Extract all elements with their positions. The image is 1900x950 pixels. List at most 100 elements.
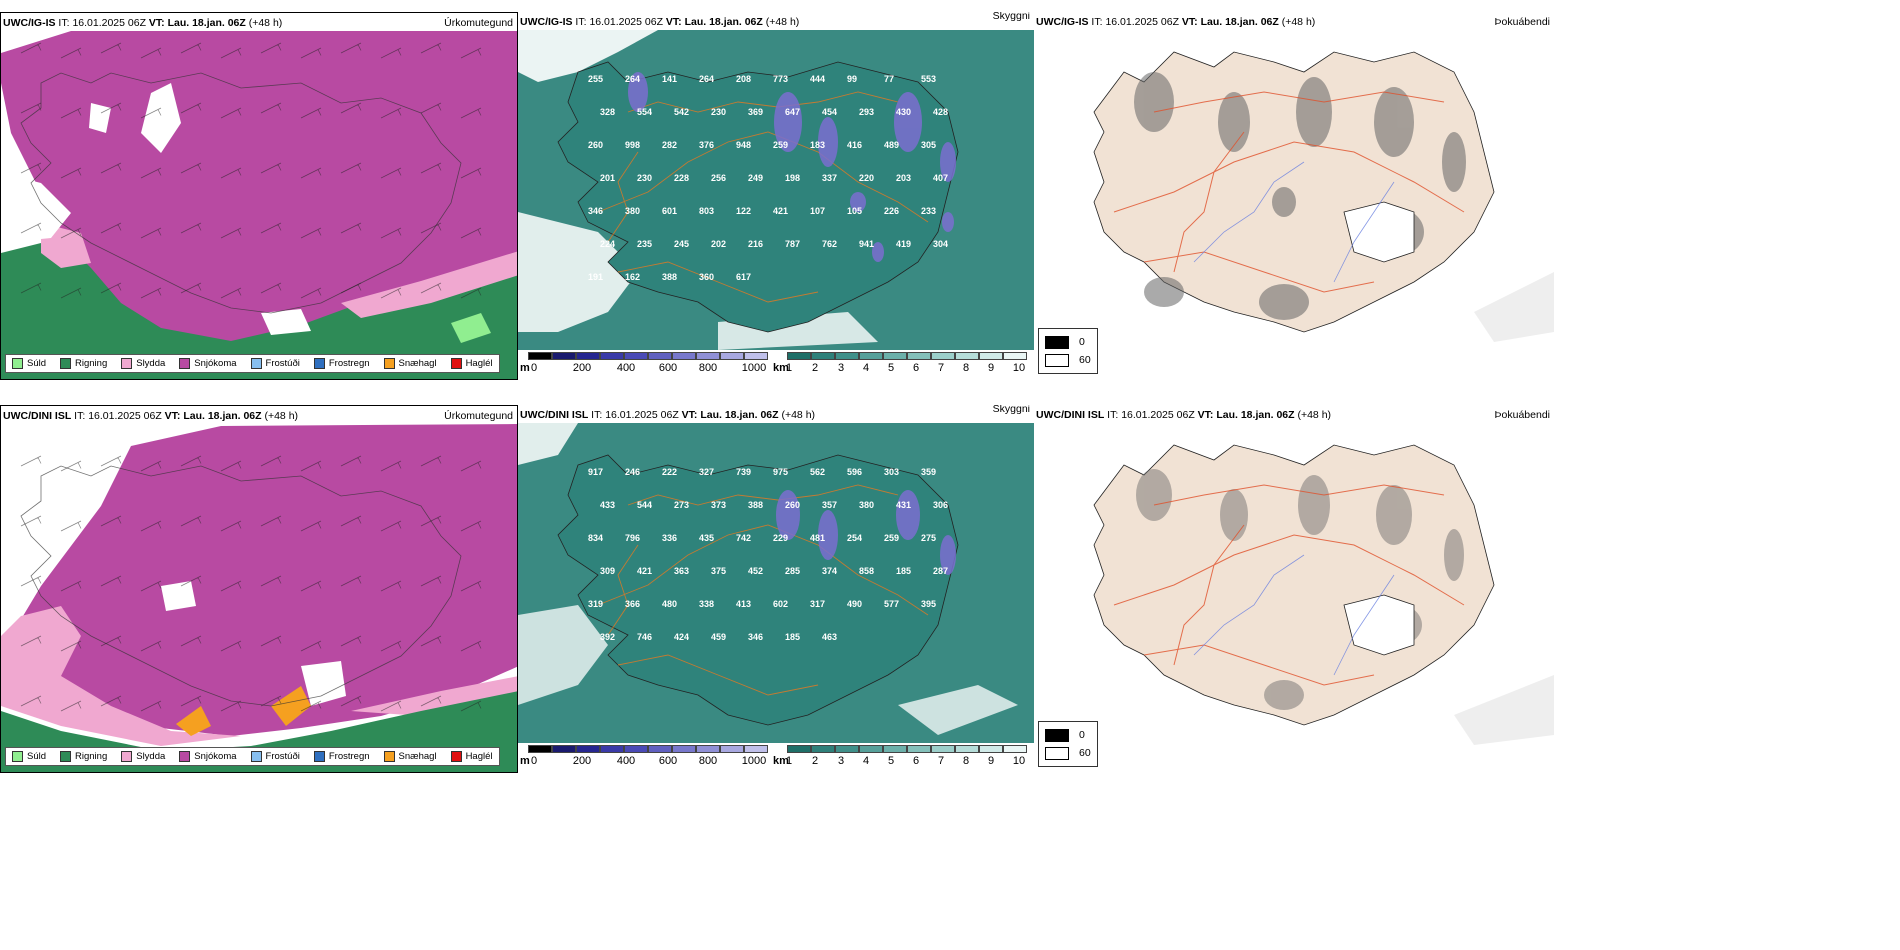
panel-header: UWC/DINI ISL IT: 16.01.2025 06Z VT: Lau.…: [3, 410, 299, 422]
elevation-label: 363: [674, 566, 689, 576]
visibility-colorbar: km 1 2 3 4 5 6 7 8 9 10: [773, 745, 1031, 767]
elevation-label: 346: [588, 206, 603, 216]
elevation-label: 395: [921, 599, 936, 609]
elevation-label: 287: [933, 566, 948, 576]
elevation-label: 948: [736, 140, 751, 150]
elevation-label: 975: [773, 467, 788, 477]
elevation-label: 203: [896, 173, 911, 183]
elevation-label: 357: [822, 500, 837, 510]
elevation-label: 105: [847, 206, 862, 216]
elevation-label: 360: [699, 272, 714, 282]
elevation-label: 303: [884, 467, 899, 477]
elevation-label: 99: [847, 74, 857, 84]
elevation-label: 260: [785, 500, 800, 510]
legend-swatch: [12, 358, 23, 369]
panel-top-mid-visibility: UWC/IG-IS IT: 16.01.2025 06Z VT: Lau. 18…: [518, 12, 1034, 380]
elevation-label: 226: [884, 206, 899, 216]
legend-swatch: [313, 358, 325, 369]
panel-header: UWC/IG-IS IT: 16.01.2025 06Z VT: Lau. 18…: [3, 17, 283, 29]
panel-top-left-precip-type: UWC/IG-IS IT: 16.01.2025 06Z VT: Lau. 18…: [0, 12, 518, 380]
product-title: Skyggni: [992, 12, 1030, 22]
elevation-label: 229: [773, 533, 788, 543]
elevation-label: 998: [625, 140, 640, 150]
fog-index-map: [1093, 51, 1554, 342]
elevation-label: 941: [859, 239, 874, 249]
wind-barbs: [20, 42, 482, 299]
elevation-label: 259: [884, 533, 899, 543]
elevation-label: 328: [600, 107, 615, 117]
elevation-label: 256: [711, 173, 726, 183]
elevation-label: 293: [859, 107, 874, 117]
elevation-label: 380: [859, 500, 874, 510]
elevation-label: 359: [921, 467, 936, 477]
elevation-label: 285: [785, 566, 800, 576]
legend-swatch: [121, 751, 133, 762]
elevation-label: 255: [588, 74, 603, 84]
panel-bot-right-fog-index: UWC/DINI ISL IT: 16.01.2025 06Z VT: Lau.…: [1034, 405, 1554, 773]
legend-swatch: [12, 751, 23, 762]
elevation-label: 430: [896, 107, 911, 117]
elevation-labels: 917 246 222 327 739 975 562 596 303 359 433 544 273 3…: [588, 467, 948, 642]
elevation-label: 233: [921, 206, 936, 216]
elevation-label: 141: [662, 74, 677, 84]
elevation-label: 373: [711, 500, 726, 510]
elevation-label: 162: [625, 272, 640, 282]
elevation-label: 424: [674, 632, 689, 642]
elevation-label: 228: [674, 173, 689, 183]
elevation-label: 444: [810, 74, 825, 84]
elevation-label: 787: [785, 239, 800, 249]
elevation-label: 220: [859, 173, 874, 183]
elevation-label: 431: [896, 500, 911, 510]
legend-swatch: [383, 358, 395, 369]
product-title: Þokuábendi: [1494, 16, 1550, 28]
elevation-label: 544: [637, 500, 652, 510]
elevation-label: 306: [933, 500, 948, 510]
elevation-label: 198: [785, 173, 800, 183]
visibility-map: 255 264 141 264 208 773 444 99 77 553 328 554 542 230…: [518, 30, 1034, 350]
elevation-label: 562: [810, 467, 825, 477]
elevation-label: 542: [674, 107, 689, 117]
legend-swatch: [450, 358, 462, 369]
elevation-label: 338: [699, 599, 714, 609]
elevation-label: 459: [711, 632, 726, 642]
legend-swatch: [383, 751, 395, 762]
elevation-label: 208: [736, 74, 751, 84]
panel-top-right-fog-index: UWC/IG-IS IT: 16.01.2025 06Z VT: Lau. 18…: [1034, 12, 1554, 380]
product-title: Úrkomutegund: [444, 17, 513, 29]
panel-header: UWC/DINI ISL IT: 16.01.2025 06Z VT: Lau.…: [520, 409, 816, 421]
panel-header: UWC/IG-IS IT: 16.01.2025 06Z VT: Lau. 18…: [520, 16, 800, 28]
elevation-label: 577: [884, 599, 899, 609]
product-title: Úrkomutegund: [444, 410, 513, 422]
elevation-label: 421: [773, 206, 788, 216]
elevation-label: 554: [637, 107, 652, 117]
elevation-label: 388: [662, 272, 677, 282]
elevation-label: 463: [822, 632, 837, 642]
elevation-label: 602: [773, 599, 788, 609]
elevation-label: 553: [921, 74, 936, 84]
elevation-label: 366: [625, 599, 640, 609]
elevation-label: 202: [711, 239, 726, 249]
elevation-label: 230: [711, 107, 726, 117]
product-title: Þokuábendi: [1494, 409, 1550, 421]
legend-swatch: [179, 751, 191, 762]
elevation-label: 917: [588, 467, 603, 477]
panel-bot-left-precip-type: UWC/DINI ISL IT: 16.01.2025 06Z VT: Lau.…: [0, 405, 518, 773]
elevation-label: 742: [736, 533, 751, 543]
elevation-label: 433: [600, 500, 615, 510]
elevation-label: 369: [748, 107, 763, 117]
visibility-map: 917 246 222 327 739 975 562 596 303 359 433 544 273 3…: [518, 423, 1034, 743]
elevation-label: 337: [822, 173, 837, 183]
elevation-label: 235: [637, 239, 652, 249]
elevation-label: 803: [699, 206, 714, 216]
elevation-label: 421: [637, 566, 652, 576]
elevation-label: 230: [637, 173, 652, 183]
legend-swatch: [450, 751, 462, 762]
legend-swatch: [250, 751, 262, 762]
legend-swatch: [250, 358, 262, 369]
elevation-label: 435: [699, 533, 714, 543]
visibility-colorbar: km 1 2 3 4 5 6 7 8 9 10: [773, 352, 1031, 374]
legend-swatch: [60, 358, 72, 369]
elevation-colorbar: m 0 200 400 600 800 1000: [520, 352, 770, 374]
elevation-label: 216: [748, 239, 763, 249]
legend-swatch: [313, 751, 325, 762]
